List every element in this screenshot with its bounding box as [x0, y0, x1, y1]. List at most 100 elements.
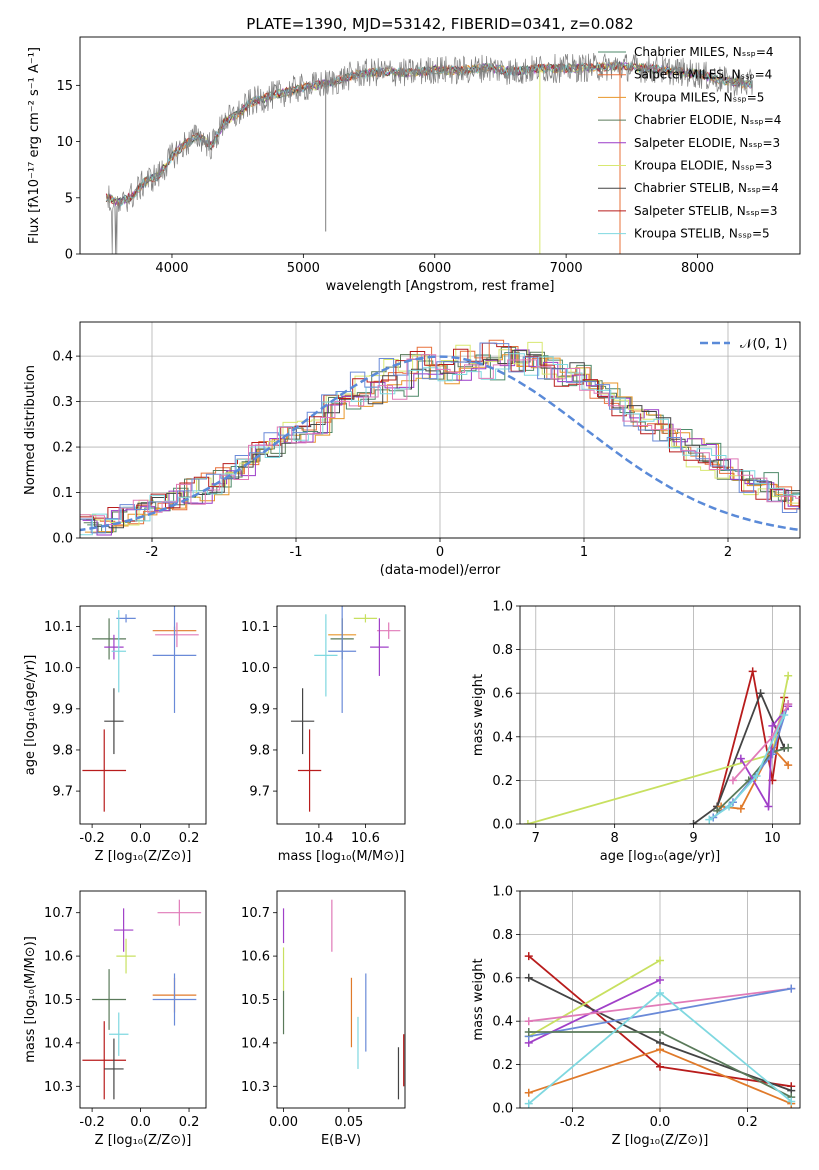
y-tick-label: 9.8 [52, 743, 73, 758]
x-tick-label: 0.2 [179, 831, 200, 846]
y-tick-label: 10.0 [44, 661, 73, 676]
normal-curve [80, 355, 800, 532]
y-tick-label: 1.0 [492, 885, 513, 900]
x-axis-label: age [log₁₀(age/yr)] [600, 849, 721, 864]
weight-point-marker [736, 804, 745, 813]
y-axis-label: mass [log₁₀(M/M⊙)] [23, 936, 38, 1063]
histogram-series [80, 342, 800, 534]
weight-point-marker [725, 802, 734, 811]
legend-label: Salpeter STELIB, Nₛₛₚ=3 [634, 204, 778, 218]
legend-label: Chabrier ELODIE, Nₛₛₚ=4 [634, 113, 781, 127]
weight-point-marker [656, 1028, 664, 1037]
spectrum-title: PLATE=1390, MJD=53142, FIBERID=0341, z=0… [246, 15, 633, 33]
y-tick-label: 0.2 [492, 1058, 513, 1073]
weight-series-line [528, 987, 792, 1023]
weight-point-marker [748, 667, 757, 676]
histogram-series [80, 353, 800, 536]
weight-point-marker [656, 988, 664, 997]
weight-point-marker [656, 956, 664, 965]
legend-label: Kroupa ELODIE, Nₛₛₚ=3 [634, 159, 772, 173]
y-tick-label: 0.1 [52, 486, 73, 501]
legend-label: Kroupa STELIB, Nₛₛₚ=5 [634, 227, 770, 241]
x-axis-label: E(B-V) [321, 1133, 361, 1148]
plot-area [290, 606, 401, 812]
weight-point-marker [728, 776, 737, 785]
y-tick-label: 0.0 [52, 532, 73, 547]
legend-label: Kroupa MILES, Nₛₛₚ=5 [634, 90, 764, 104]
y-tick-label: 10 [56, 135, 73, 150]
x-tick-label: 10 [764, 831, 781, 846]
axes-frame [79, 890, 207, 1109]
x-tick-label: 10.4 [304, 831, 333, 846]
axes-frame [79, 605, 207, 825]
plot-area [282, 899, 405, 1100]
y-tick-label: 0.8 [492, 643, 513, 658]
y-tick-label: 10.3 [241, 1080, 270, 1095]
spectrum-legend: Chabrier MILES, Nₛₛₚ=4 Salpeter MILES, Nₛ… [598, 45, 781, 241]
plot-area [82, 606, 199, 812]
weight-point-marker [656, 975, 664, 984]
panel-6: 0.00 0.05 10.3 10.4 10.5 10.6 10.7 E(B-V) [241, 890, 406, 1148]
plot-area [524, 952, 796, 1108]
weight-series-line [692, 690, 786, 824]
plot-area [80, 339, 800, 536]
y-tick-label: 0.0 [492, 1102, 513, 1117]
x-tick-label: 1 [580, 545, 588, 560]
y-tick-label: 10.3 [44, 1080, 73, 1095]
x-tick-label: 9 [689, 831, 697, 846]
weight-point-marker [780, 711, 789, 719]
weight-series-line [708, 714, 786, 821]
x-axis-label: Z [log₁₀(Z/Z⊙)] [95, 1133, 192, 1148]
y-axis-label: age [log₁₀(age/yr)] [23, 655, 38, 776]
y-tick-label: 0 [65, 248, 73, 263]
weight-point-marker [784, 743, 793, 752]
axes-frame [519, 890, 801, 1109]
weight-point-marker [784, 761, 793, 770]
y-tick-label: 10.6 [44, 950, 73, 965]
y-tick-label: 10.0 [241, 661, 270, 676]
x-tick-label: 4000 [155, 261, 188, 276]
y-tick-label: 10.1 [44, 620, 73, 635]
y-tick-label: 0.4 [492, 1015, 513, 1030]
weight-point-marker [524, 973, 533, 982]
y-tick-label: 9.9 [249, 702, 270, 717]
panel-3: 10.4 10.6 9.7 9.8 9.9 10.0 10.1 mass [log₁₀(M/M… [241, 605, 406, 864]
weight-point-marker [524, 1099, 533, 1108]
x-tick-label: 0.00 [269, 1115, 298, 1130]
x-tick-label: 0.2 [737, 1115, 758, 1130]
y-tick-label: 0.4 [52, 350, 73, 365]
weight-point-marker [764, 802, 773, 811]
axes-frame [79, 36, 801, 255]
y-tick-label: 10.5 [44, 993, 73, 1008]
weight-point-marker [756, 689, 765, 698]
x-tick-label: -1 [290, 545, 303, 560]
y-tick-label: 10.7 [241, 906, 270, 921]
x-tick-label: 8 [611, 831, 619, 846]
weight-point-marker [784, 671, 793, 680]
legend-label: Chabrier STELIB, Nₛₛₚ=4 [634, 181, 779, 195]
panel-1: -2 -1 0 1 2 0.0 0.1 0.2 0.3 0.4 (data-model)/error… [23, 321, 801, 578]
weight-point-marker [787, 984, 796, 993]
x-tick-label: -0.2 [79, 831, 104, 846]
y-tick-label: 10.6 [241, 950, 270, 965]
weight-point-marker [736, 754, 745, 763]
x-tick-label: 7 [532, 831, 540, 846]
weight-series-line [528, 987, 792, 1038]
weight-point-marker [784, 700, 793, 709]
axes-frame [519, 605, 801, 825]
y-tick-label: 9.7 [249, 785, 270, 800]
panel-7: -0.2 0.0 0.2 0.0 0.2 0.4 0.6 0.8 1.0 Z [log₁₀(Z/Z… [471, 885, 801, 1148]
weight-point-marker [689, 820, 698, 824]
x-tick-label: 8000 [681, 261, 714, 276]
y-tick-label: 9.9 [52, 702, 73, 717]
axes-frame [79, 321, 801, 539]
x-tick-label: 2 [724, 545, 732, 560]
y-tick-label: 9.8 [249, 743, 270, 758]
y-tick-label: 5 [65, 191, 73, 206]
x-tick-label: 5000 [287, 261, 320, 276]
y-tick-label: 15 [56, 79, 73, 94]
y-axis-label: Normed distribution [23, 365, 38, 495]
plot-area [82, 899, 202, 1100]
